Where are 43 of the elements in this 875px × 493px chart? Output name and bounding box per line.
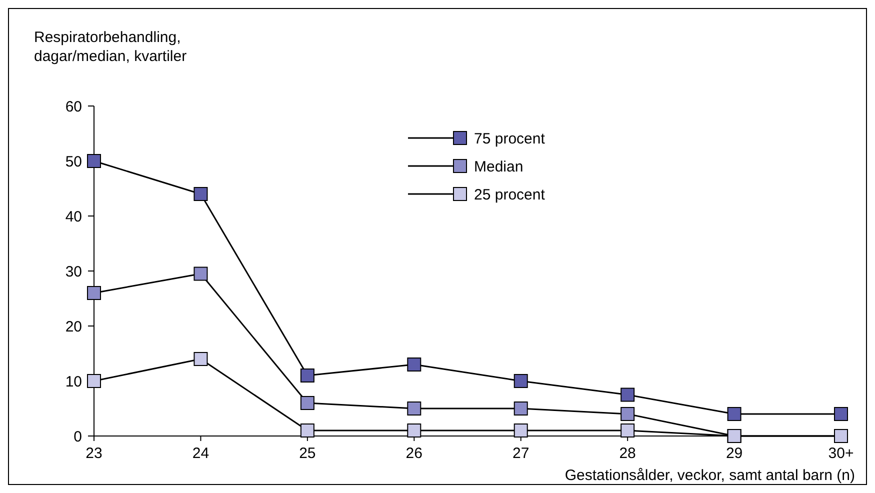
point: [87, 154, 101, 168]
x-tick-label: 28: [619, 445, 636, 462]
y-tick-label: 20: [65, 318, 82, 336]
point: [620, 388, 635, 402]
legend-item: 75 procent: [408, 130, 545, 148]
y-axis-title: Respiratorbehandling, dagar/median, kvartiler: [34, 29, 187, 65]
x-tick-label: 27: [512, 445, 530, 462]
point: [87, 374, 101, 388]
x-axis-title: Gestationsålder, veckor, samt antal barn (n): [564, 467, 855, 484]
point: [87, 286, 101, 300]
point: [620, 424, 635, 438]
legend-label: Median: [474, 158, 524, 176]
legend-item: Median: [408, 158, 524, 176]
legend-label: 25 procent: [474, 186, 546, 204]
point: [727, 407, 742, 421]
y-tick-label: 40: [65, 208, 82, 226]
point: [514, 402, 528, 416]
y-tick-label: 60: [65, 98, 82, 116]
point: [300, 368, 314, 382]
point: [407, 424, 422, 438]
x-tick-label: 29: [726, 445, 743, 462]
y-tick-label: 10: [65, 373, 82, 390]
legend-item: 25 procent: [408, 186, 545, 204]
point: [194, 266, 208, 281]
y-tick-label: 0: [74, 428, 82, 446]
point: [834, 407, 848, 421]
point: [300, 424, 314, 438]
x-tick-label: 25: [299, 445, 316, 462]
point: [194, 352, 208, 366]
x-tick-label: 30+: [828, 445, 854, 462]
y-tick-label: 50: [65, 153, 82, 170]
x-tick-label: 23: [86, 445, 102, 462]
x-tick-label: 26: [406, 445, 422, 462]
point: [300, 396, 314, 410]
y-tick-label: 30: [65, 263, 82, 280]
point: [514, 374, 528, 388]
point: [407, 402, 422, 416]
point: [194, 187, 208, 201]
legend-label: 75 procent: [474, 130, 546, 148]
point: [620, 407, 635, 421]
point: [514, 424, 528, 438]
point: [407, 358, 422, 372]
x-tick-label: 24: [192, 445, 210, 462]
